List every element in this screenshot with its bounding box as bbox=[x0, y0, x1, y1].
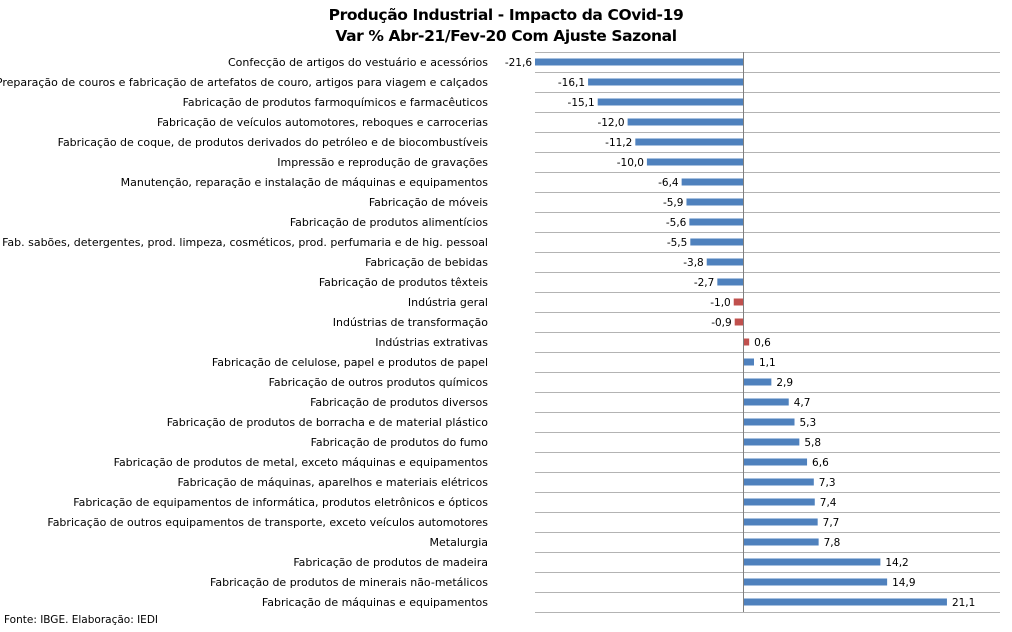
bar bbox=[743, 578, 888, 586]
category-label: Fabricação de produtos alimentícios bbox=[290, 216, 488, 229]
category-label: Indústrias de transformação bbox=[333, 316, 488, 329]
bar bbox=[689, 218, 744, 226]
data-label: -16,1 bbox=[558, 77, 585, 89]
category-label: Fabricação de equipamentos de informátic… bbox=[73, 496, 488, 509]
data-label: 4,7 bbox=[794, 397, 811, 409]
data-label: -1,0 bbox=[710, 297, 731, 309]
category-label: Fabricação de produtos do fumo bbox=[311, 436, 489, 449]
bar bbox=[743, 438, 800, 446]
category-label: Preparação de couros e fabricação de art… bbox=[0, 76, 488, 89]
data-label: -3,8 bbox=[683, 257, 704, 269]
data-label: 6,6 bbox=[812, 457, 829, 469]
data-label: 5,3 bbox=[800, 417, 817, 429]
category-label: Fabricação de produtos têxteis bbox=[319, 276, 488, 289]
category-label: Fabricação de bebidas bbox=[365, 256, 488, 269]
bar bbox=[743, 358, 754, 366]
data-label: -10,0 bbox=[617, 157, 644, 169]
category-label: Fabricação de produtos de borracha e de … bbox=[167, 416, 489, 429]
category-label: Fabricação de máquinas, aparelhos e mate… bbox=[178, 476, 489, 489]
category-label: Fabricação de celulose, papel e produtos… bbox=[212, 356, 488, 369]
bar bbox=[690, 238, 744, 246]
category-label: Metalurgia bbox=[430, 536, 488, 549]
category-label: Fabricação de móveis bbox=[369, 196, 488, 209]
category-label: Fabricação de produtos de madeira bbox=[293, 556, 488, 569]
data-label: -11,2 bbox=[605, 137, 632, 149]
bar bbox=[743, 538, 819, 546]
data-label: -15,1 bbox=[568, 97, 595, 109]
bar bbox=[686, 198, 744, 206]
category-label: Impressão e reprodução de gravações bbox=[277, 156, 488, 169]
data-label: 1,1 bbox=[759, 357, 776, 369]
category-label: Fabricação de produtos de metal, exceto … bbox=[114, 456, 489, 469]
bar bbox=[717, 278, 744, 286]
data-label: 7,3 bbox=[819, 477, 836, 489]
data-label: 2,9 bbox=[776, 377, 793, 389]
category-label: Fabricação de outros produtos químicos bbox=[269, 376, 489, 389]
bar bbox=[743, 518, 818, 526]
category-label: Fabricação de produtos diversos bbox=[310, 396, 488, 409]
category-label: Fabricação de veículos automotores, rebo… bbox=[157, 116, 488, 129]
data-label: -21,6 bbox=[505, 57, 532, 69]
bar bbox=[743, 398, 789, 406]
chart-title: Produção Industrial - Impacto da COvid-1… bbox=[328, 6, 684, 24]
category-label: Indústrias extrativas bbox=[375, 336, 488, 349]
data-label: -5,6 bbox=[666, 217, 687, 229]
bar bbox=[733, 298, 744, 306]
category-label: Fab. sabões, detergentes, prod. limpeza,… bbox=[2, 236, 488, 249]
category-label: Fabricação de produtos de minerais não-m… bbox=[210, 576, 488, 589]
category-label: Fabricação de outros equipamentos de tra… bbox=[47, 516, 488, 529]
category-label: Fabricação de coque, de produtos derivad… bbox=[58, 136, 489, 149]
bar bbox=[743, 598, 947, 606]
bar bbox=[646, 158, 744, 166]
data-label: -0,9 bbox=[711, 317, 732, 329]
source-footer: Fonte: IBGE. Elaboração: IEDI bbox=[4, 614, 159, 626]
bar bbox=[743, 338, 750, 346]
bar bbox=[743, 378, 772, 386]
data-label: 7,7 bbox=[823, 517, 840, 529]
bar bbox=[597, 98, 744, 106]
data-label: 0,6 bbox=[754, 337, 771, 349]
bar bbox=[743, 478, 814, 486]
category-label: Confecção de artigos do vestuário e aces… bbox=[228, 56, 488, 69]
bar bbox=[743, 498, 815, 506]
data-label: -5,9 bbox=[663, 197, 684, 209]
bar bbox=[588, 78, 744, 86]
data-label: -6,4 bbox=[658, 177, 679, 189]
data-label: 14,9 bbox=[892, 577, 915, 589]
bar bbox=[743, 418, 795, 426]
bar bbox=[535, 58, 744, 66]
data-label: 14,2 bbox=[885, 557, 908, 569]
category-label: Manutenção, reparação e instalação de má… bbox=[121, 176, 489, 189]
data-label: 5,8 bbox=[804, 437, 821, 449]
data-label: -5,5 bbox=[667, 237, 688, 249]
category-label: Fabricação de produtos farmoquímicos e f… bbox=[183, 96, 489, 109]
data-label: -12,0 bbox=[597, 117, 624, 129]
bar bbox=[635, 138, 744, 146]
data-label: 7,8 bbox=[824, 537, 841, 549]
data-label: 7,4 bbox=[820, 497, 837, 509]
data-label: 21,1 bbox=[952, 597, 975, 609]
bar bbox=[681, 178, 744, 186]
data-label: -2,7 bbox=[694, 277, 715, 289]
bar bbox=[627, 118, 744, 126]
chart-subtitle: Var % Abr-21/Fev-20 Com Ajuste Sazonal bbox=[335, 27, 677, 45]
bar bbox=[743, 558, 881, 566]
bar bbox=[706, 258, 744, 266]
bar bbox=[734, 318, 744, 326]
bar bbox=[743, 458, 808, 466]
category-label: Fabricação de máquinas e equipamentos bbox=[262, 596, 488, 609]
category-label: Indústria geral bbox=[408, 296, 488, 309]
